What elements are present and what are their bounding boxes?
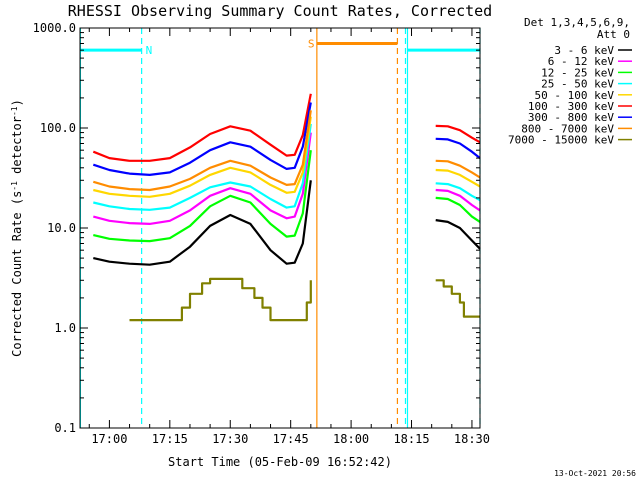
series-line — [435, 124, 481, 144]
series-line — [435, 188, 481, 212]
y-tick-label: 1000.0 — [33, 21, 76, 35]
legend-entry-label: 300 - 800 keV — [528, 111, 614, 124]
series-line — [93, 123, 312, 211]
legend-entry-label: 800 - 7000 keV — [521, 122, 614, 135]
legend-entry-label: 6 - 12 keV — [548, 55, 615, 68]
series-line — [435, 182, 481, 202]
y-tick-label: 0.1 — [54, 421, 76, 435]
series-line — [435, 219, 481, 250]
legend-header-line-2: Att 0 — [597, 28, 630, 41]
y-axis-label-sup-2: -1 — [10, 106, 19, 116]
series-line — [93, 116, 312, 198]
legend-entry-label: 100 - 300 keV — [528, 100, 614, 113]
flag-label: N — [146, 44, 153, 57]
legend-header: Det 1,3,4,5,6,9, Att 0 — [524, 16, 630, 41]
series-line — [93, 132, 312, 225]
legend-entry-label: 12 - 25 keV — [541, 66, 614, 79]
series-line — [435, 159, 481, 179]
y-axis-label-mid: detector — [10, 116, 24, 181]
x-tick-label: 17:45 — [273, 432, 309, 446]
legend-entry-label: 50 - 100 keV — [535, 89, 615, 102]
y-axis-label-end: ) — [10, 99, 24, 106]
x-tick-label: 17:00 — [91, 432, 127, 446]
series-line — [435, 168, 481, 188]
series-line — [92, 93, 312, 162]
series-line — [435, 137, 481, 159]
series-line — [92, 102, 312, 176]
x-tick-label: 18:00 — [333, 432, 369, 446]
plot-frame — [79, 27, 481, 429]
axis-ticks: 17:00 17:15 17:30 17:45 18:00 18:15 18:30 1000.… — [33, 21, 490, 446]
flag-bars: NS — [80, 37, 480, 57]
series-line — [93, 180, 312, 266]
x-tick-label: 17:15 — [152, 432, 188, 446]
legend-entry-label: 3 - 6 keV — [554, 44, 614, 57]
y-tick-label: 10.0 — [47, 221, 76, 235]
y-axis-label: Corrected Count Rate (s-1 detector-1) — [10, 99, 24, 357]
series-lines — [92, 93, 481, 322]
chart-title: RHESSI Observing Summary Count Rates, Co… — [68, 2, 492, 20]
series-line — [435, 279, 480, 318]
legend-entry-label: 25 - 50 keV — [541, 78, 614, 91]
series-line — [93, 150, 312, 243]
series-line — [129, 277, 312, 322]
generation-timestamp: 13-Oct-2021 20:56 — [554, 469, 636, 478]
legend-entry-label: 7000 - 15000 keV — [508, 134, 614, 147]
plot-area: NS 17:00 17:15 17:30 17:45 18:00 18:15 18:3010… — [33, 21, 490, 446]
x-tick-label: 17:30 — [212, 432, 248, 446]
y-axis-label-main: Corrected Count Rate (s — [10, 191, 24, 357]
flag-label: S — [308, 37, 315, 50]
vertical-markers — [79, 28, 481, 428]
x-tick-label: 18:15 — [393, 432, 429, 446]
x-axis-label: Start Time (05-Feb-09 16:52:42) — [168, 455, 392, 469]
legend-header-line-1: Det 1,3,4,5,6,9, — [524, 16, 630, 29]
y-axis-label-sup-1: -1 — [10, 181, 19, 191]
x-tick-label: 18:30 — [454, 432, 490, 446]
y-tick-label: 100.0 — [40, 121, 76, 135]
series-line — [92, 110, 312, 192]
y-tick-label: 1.0 — [54, 321, 76, 335]
series-line — [435, 196, 481, 223]
